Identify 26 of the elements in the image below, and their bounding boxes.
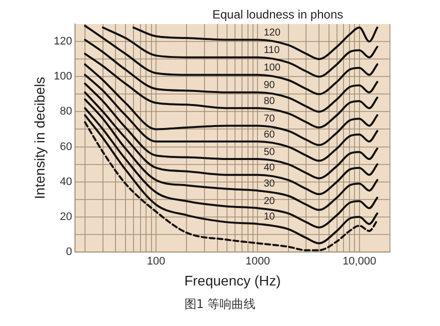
y-tick-label: 100 (54, 70, 72, 83)
y-tick-label: 20 (60, 210, 72, 223)
x-axis-title: Frequency (Hz) (184, 272, 281, 288)
y-axis-title: Intensity in decibels (31, 76, 48, 200)
series-label: 110 (264, 45, 280, 56)
series-label: 10 (264, 212, 276, 223)
series-label: 40 (264, 162, 276, 174)
y-tick-label: 0 (66, 246, 72, 258)
x-tick-label: 10,000 (342, 256, 376, 268)
y-tick-label: 120 (54, 36, 72, 48)
y-tick-label: 80 (60, 106, 72, 118)
series-label: 100 (264, 62, 281, 74)
y-tick-label: 40 (60, 176, 72, 188)
caption: 图1 等响曲线 (183, 296, 257, 313)
series-label: 50 (264, 146, 276, 158)
series-label: 20 (264, 196, 276, 207)
series-label: 80 (264, 96, 276, 107)
x-tick-label: 100 (146, 256, 166, 268)
series-label: 60 (264, 129, 276, 140)
series-label: 30 (264, 178, 276, 190)
series-label: 70 (264, 113, 276, 124)
x-tick-label: 1000 (245, 256, 270, 268)
series-label: 90 (264, 80, 276, 92)
y-tick-label: 60 (60, 140, 72, 153)
series-label: 120 (264, 28, 281, 39)
text: Equal loudness in phons (212, 7, 344, 22)
